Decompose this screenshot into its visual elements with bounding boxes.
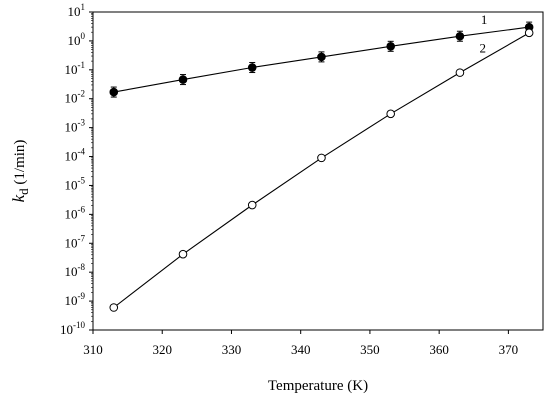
series-1-label: 1 [481,12,488,27]
y-tick-label: 10-6 [65,204,86,221]
y-tick-label: 10-7 [65,233,86,250]
series-labels: 12 [480,12,488,55]
series-1-point [109,87,119,97]
axis-ticks: 310 320 330 340 350 360 370 10-10 10-9 10-8 10-7 10… [60,2,518,357]
y-axis-title-symbol: k [9,194,28,202]
x-tick-label: 360 [429,342,449,357]
series-2-point [317,153,326,163]
x-tick-label: 310 [83,342,103,357]
y-tick-label: 10-3 [65,118,86,135]
series-2-point [178,249,188,259]
y-tick-label: 100 [68,31,86,48]
y-axis-title-subscript: d [16,188,31,195]
series-2-point [247,200,257,210]
plot-frame [92,11,544,331]
series-2-label: 2 [480,40,487,55]
y-tick-label: 10-8 [65,262,86,279]
series-2-line [113,32,530,308]
series-markers [109,21,534,312]
y-tick-label: 10-9 [65,291,86,308]
series-lines [113,26,530,308]
y-axis-title-unit: (1/min) [12,140,28,189]
series-1-point [386,42,395,51]
y-tick-label: 10-10 [60,320,85,337]
series-1-point [247,63,257,72]
x-tick-label: 350 [360,342,380,357]
series-2-point [386,109,395,119]
series-2-point [109,303,119,312]
x-tick-label: 340 [291,342,311,357]
y-tick-label: 101 [68,2,86,19]
x-axis-title: Temperature (K) [268,378,368,394]
x-tick-label: 330 [222,342,242,357]
y-axis-title: kd (1/min) [9,140,31,203]
y-tick-label: 10-4 [65,147,86,164]
series-1-point [178,75,188,84]
x-tick-label: 370 [499,342,519,357]
series-2-point [455,68,465,77]
y-tick-label: 10-5 [65,175,86,192]
series-1-point [455,31,465,41]
y-tick-label: 10-1 [65,60,86,77]
series-2-point [524,28,534,38]
y-tick-label: 10-2 [65,89,86,106]
x-tick-label: 320 [152,342,172,357]
series-1-point [317,52,326,62]
